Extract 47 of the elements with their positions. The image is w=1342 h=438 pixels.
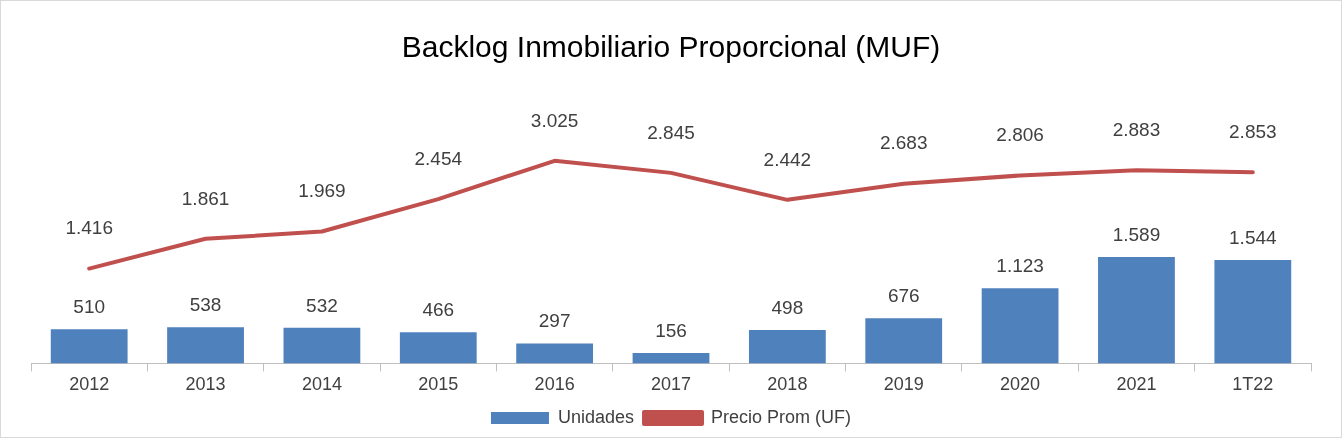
x-tick-label: 2012: [69, 374, 110, 395]
chart-title: Backlog Inmobiliario Proporcional (MUF): [401, 30, 941, 64]
x-tick-label: 2020: [1000, 374, 1041, 395]
bar: [748, 330, 826, 364]
data-label: 2.683: [879, 132, 928, 154]
bar: [399, 332, 477, 364]
data-label: 297: [538, 310, 571, 332]
bar: [50, 329, 128, 364]
x-tick-label: 2021: [1116, 374, 1157, 395]
x-tick-label: 1T22: [1232, 374, 1274, 395]
data-label: 2.845: [647, 121, 695, 143]
data-label: 466: [422, 298, 455, 320]
x-tick-label: 2014: [301, 374, 342, 395]
data-label: 1.544: [1229, 226, 1278, 248]
data-label: 1.969: [298, 180, 346, 202]
x-tick-label: 2018: [767, 374, 808, 395]
data-label: 2.454: [414, 147, 463, 169]
data-label: 538: [189, 294, 222, 316]
bar: [167, 327, 244, 364]
bar: [1214, 260, 1292, 364]
data-label: 498: [771, 296, 804, 318]
data-label: 1.589: [1112, 223, 1161, 245]
bar: [283, 327, 361, 364]
x-tick-label: 2015: [418, 374, 459, 395]
bar: [632, 352, 710, 364]
legend-label: Precio Prom (UF): [711, 406, 852, 427]
x-tick-label: 2016: [534, 374, 575, 395]
data-label: 532: [306, 294, 338, 316]
data-label: 676: [887, 284, 920, 306]
legend-label: Unidades: [557, 406, 635, 427]
data-label: 1.123: [996, 254, 1044, 276]
data-label: 510: [73, 295, 106, 317]
data-label: 1.416: [65, 217, 113, 239]
bar: [1098, 256, 1175, 364]
data-label: 1.861: [181, 187, 230, 209]
data-label: 156: [655, 319, 687, 341]
data-label: 2.853: [1229, 121, 1277, 143]
data-label: 2.883: [1112, 119, 1161, 141]
data-label: 2.442: [763, 148, 812, 170]
x-tick-label: 2019: [883, 374, 924, 395]
bar: [516, 343, 594, 364]
x-tick-label: 2013: [185, 374, 226, 395]
bar: [865, 318, 943, 364]
data-label: 3.025: [530, 109, 579, 131]
x-tick-label: 2017: [650, 374, 692, 395]
bar: [981, 288, 1059, 364]
data-label: 2.806: [996, 124, 1044, 146]
